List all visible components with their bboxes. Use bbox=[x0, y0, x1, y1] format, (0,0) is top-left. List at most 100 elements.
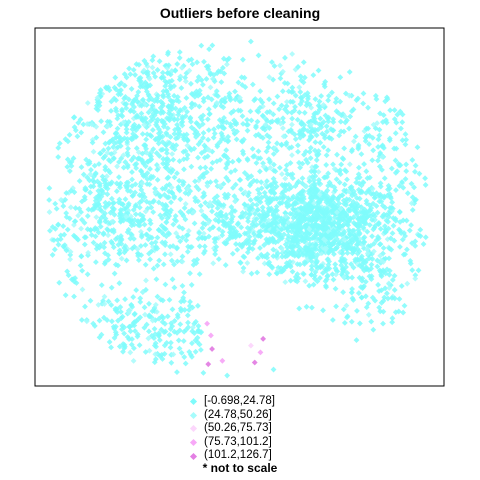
data-point bbox=[237, 94, 243, 101]
data-point bbox=[323, 276, 330, 283]
data-point bbox=[259, 253, 266, 260]
data-point bbox=[264, 183, 270, 190]
data-point bbox=[130, 154, 137, 161]
outlier-point bbox=[248, 342, 254, 349]
data-point bbox=[308, 271, 315, 278]
data-point bbox=[113, 97, 119, 104]
data-point bbox=[241, 169, 248, 176]
data-point bbox=[266, 238, 273, 244]
data-point bbox=[100, 129, 107, 136]
data-point bbox=[312, 190, 319, 197]
data-point bbox=[101, 293, 108, 300]
data-point bbox=[147, 166, 153, 172]
data-point bbox=[389, 319, 396, 326]
data-point bbox=[329, 230, 336, 237]
data-point bbox=[402, 176, 409, 182]
data-point bbox=[400, 217, 407, 224]
data-point bbox=[171, 216, 178, 223]
data-point bbox=[233, 241, 239, 247]
data-point bbox=[267, 164, 274, 171]
data-point bbox=[129, 322, 135, 329]
data-point bbox=[209, 208, 215, 215]
data-point bbox=[182, 148, 189, 154]
data-point bbox=[312, 223, 319, 230]
data-point bbox=[388, 204, 395, 211]
data-point bbox=[391, 107, 398, 114]
legend-item: (75.73,101.2] bbox=[188, 436, 275, 450]
data-point bbox=[404, 280, 411, 287]
data-point bbox=[120, 152, 127, 159]
data-point bbox=[401, 230, 407, 236]
data-point bbox=[196, 230, 203, 236]
data-point bbox=[296, 211, 303, 217]
data-point bbox=[67, 204, 74, 211]
data-point bbox=[330, 276, 337, 283]
data-point bbox=[244, 260, 251, 266]
data-point bbox=[179, 64, 185, 71]
data-point bbox=[181, 289, 187, 296]
data-point bbox=[317, 232, 324, 239]
data-point bbox=[340, 197, 347, 204]
data-point bbox=[298, 120, 305, 127]
data-point bbox=[215, 256, 222, 263]
data-point bbox=[177, 238, 184, 245]
data-point bbox=[288, 109, 295, 116]
data-point bbox=[192, 178, 198, 185]
data-point bbox=[334, 228, 340, 235]
data-point bbox=[306, 214, 313, 221]
data-point bbox=[313, 263, 320, 270]
data-point bbox=[178, 307, 185, 314]
data-point bbox=[346, 196, 353, 203]
data-point bbox=[337, 118, 344, 125]
data-point bbox=[306, 187, 312, 194]
data-point bbox=[151, 342, 158, 349]
data-point bbox=[309, 173, 316, 180]
data-point bbox=[177, 107, 184, 113]
data-point bbox=[343, 264, 349, 270]
data-point bbox=[124, 139, 131, 145]
data-point bbox=[289, 202, 296, 209]
data-point bbox=[167, 165, 174, 172]
data-point bbox=[84, 121, 91, 127]
data-point bbox=[266, 74, 273, 81]
data-point bbox=[307, 144, 314, 151]
data-point bbox=[219, 124, 226, 131]
data-point bbox=[331, 219, 338, 226]
data-point bbox=[190, 209, 197, 216]
data-point bbox=[123, 74, 130, 81]
data-point bbox=[376, 288, 382, 294]
data-point bbox=[355, 145, 362, 152]
data-point bbox=[197, 91, 203, 98]
data-point bbox=[192, 195, 198, 201]
data-point bbox=[171, 83, 177, 89]
data-point bbox=[370, 211, 377, 218]
data-point bbox=[340, 289, 347, 296]
data-point bbox=[171, 193, 178, 200]
data-point bbox=[384, 266, 390, 273]
data-point bbox=[94, 242, 100, 249]
data-point bbox=[128, 157, 135, 163]
data-point bbox=[169, 306, 176, 313]
data-point bbox=[133, 165, 140, 172]
data-point bbox=[185, 227, 192, 234]
legend-item: [-0.698,24.78] bbox=[188, 395, 275, 409]
data-point bbox=[180, 134, 187, 141]
data-point bbox=[266, 271, 273, 278]
data-point bbox=[181, 354, 188, 360]
data-point bbox=[313, 246, 319, 253]
data-point bbox=[84, 174, 91, 181]
data-point bbox=[325, 201, 332, 207]
data-point bbox=[384, 96, 391, 103]
data-point bbox=[208, 96, 215, 103]
data-point bbox=[326, 134, 333, 141]
data-point bbox=[306, 178, 313, 185]
data-point bbox=[207, 71, 214, 78]
data-point bbox=[214, 205, 221, 212]
data-point bbox=[95, 229, 102, 236]
data-point bbox=[145, 109, 152, 116]
data-point bbox=[66, 168, 73, 174]
data-point bbox=[414, 144, 421, 151]
data-point bbox=[118, 87, 124, 94]
data-point bbox=[332, 187, 339, 194]
data-point bbox=[215, 235, 222, 241]
